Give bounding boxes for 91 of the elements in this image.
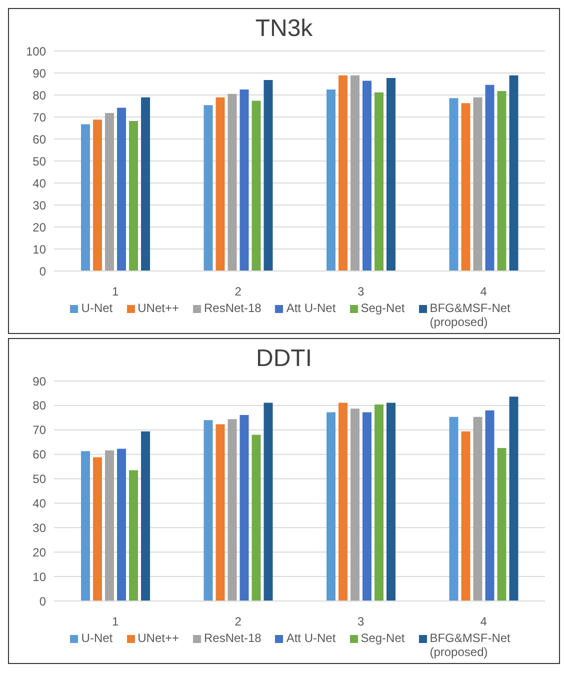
bar [386, 78, 396, 271]
bar [228, 419, 237, 601]
bar [509, 75, 518, 271]
y-tick-label: 30 [32, 198, 46, 212]
y-tick-label: 0 [39, 264, 46, 278]
legend-label: U-Net [81, 301, 113, 315]
legend-label: BFG&MSF-Net (proposed) [430, 301, 512, 329]
y-tick-label: 100 [26, 44, 46, 58]
bar [473, 416, 482, 601]
x-tick-label: 2 [234, 614, 242, 629]
bar [350, 75, 360, 271]
bar [374, 92, 384, 271]
bar [485, 84, 494, 271]
x-tick-label: 3 [358, 284, 365, 299]
y-tick-label: 50 [32, 154, 46, 168]
bar [374, 404, 384, 601]
legend-label: ResNet-18 [204, 301, 262, 315]
bar [326, 412, 336, 601]
bar [449, 416, 458, 601]
y-tick-label: 80 [32, 88, 46, 102]
bar [338, 75, 348, 271]
bar [117, 108, 126, 271]
bar [461, 431, 470, 601]
y-tick-label: 70 [32, 110, 46, 124]
x-tick-label: 4 [480, 614, 488, 629]
bar [338, 402, 348, 601]
legend-label: ResNet-18 [204, 631, 262, 645]
y-tick-label: 20 [32, 220, 46, 234]
legend-label: U-Net [81, 631, 113, 645]
bar [252, 434, 261, 601]
bar [129, 120, 138, 271]
legend-label: Seg-Net [360, 301, 405, 315]
bar [129, 470, 138, 601]
y-tick-label: 40 [32, 176, 46, 190]
legend-label: UNet++ [138, 301, 179, 315]
x-tick-label: 2 [234, 284, 242, 299]
bar [362, 412, 372, 601]
bar [105, 113, 114, 271]
bar [105, 450, 114, 601]
x-tick-label: 4 [480, 284, 488, 299]
y-tick-label: 40 [32, 496, 46, 510]
bar [350, 408, 360, 601]
x-tick-label: 3 [358, 614, 365, 629]
bar [93, 120, 102, 271]
bar [204, 105, 213, 271]
bar [204, 420, 213, 601]
bar [386, 402, 396, 601]
y-tick-label: 50 [32, 472, 46, 486]
y-tick-label: 60 [32, 448, 46, 462]
chart-title: TN3k [254, 14, 314, 43]
bar [228, 94, 237, 271]
legend-label: Att U-Net [286, 301, 336, 315]
y-tick-label: 60 [32, 132, 46, 146]
y-tick-label: 90 [32, 66, 46, 80]
bar [485, 410, 494, 601]
y-tick-label: 0 [39, 594, 46, 608]
y-tick-label: 90 [32, 374, 46, 388]
bar [473, 97, 482, 271]
y-tick-label: 70 [32, 423, 46, 438]
bar [326, 90, 336, 271]
bar [81, 451, 90, 601]
bar [449, 98, 458, 271]
bar [240, 414, 249, 601]
y-tick-label: 80 [32, 398, 46, 413]
bar [362, 80, 372, 271]
y-tick-label: 10 [32, 242, 46, 256]
bar [117, 448, 126, 601]
bar [216, 424, 225, 601]
bar [264, 80, 273, 271]
y-tick-label: 10 [32, 570, 46, 584]
legend-label: Att U-Net [286, 631, 336, 645]
legend-label: Seg-Net [360, 631, 405, 645]
bar [497, 448, 506, 601]
bar [252, 100, 261, 271]
y-tick-label: 30 [32, 520, 46, 535]
legend-label: UNet++ [138, 631, 179, 645]
x-tick-label: 1 [112, 284, 120, 299]
bar [264, 402, 273, 601]
bar [461, 103, 470, 271]
bar [497, 91, 506, 271]
bar [141, 97, 150, 271]
bar [81, 124, 90, 271]
chart-title: DDTI [255, 344, 313, 373]
bar [216, 97, 225, 271]
x-tick-label: 1 [112, 614, 120, 629]
y-tick-label: 20 [32, 545, 46, 560]
bar [93, 457, 102, 601]
legend-label: BFG&MSF-Net (proposed) [430, 631, 512, 659]
bar [141, 431, 150, 601]
bar [509, 396, 518, 601]
bar [240, 90, 249, 271]
